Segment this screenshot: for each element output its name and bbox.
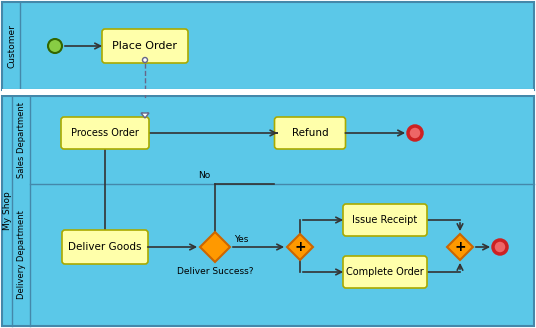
FancyBboxPatch shape: [61, 117, 149, 149]
FancyBboxPatch shape: [274, 117, 346, 149]
Circle shape: [408, 126, 422, 140]
Bar: [2, 2, 534, 90]
Polygon shape: [141, 113, 149, 118]
FancyBboxPatch shape: [343, 256, 427, 288]
Text: Yes: Yes: [234, 235, 248, 244]
Circle shape: [48, 39, 62, 53]
Text: Complete Order: Complete Order: [346, 267, 424, 277]
Polygon shape: [447, 234, 473, 260]
Bar: [2, 96, 534, 326]
Circle shape: [493, 240, 507, 254]
Text: My Shop: My Shop: [3, 192, 11, 230]
Bar: [2, 89, 534, 95]
Circle shape: [143, 57, 147, 63]
FancyBboxPatch shape: [102, 29, 188, 63]
Polygon shape: [200, 232, 230, 262]
FancyBboxPatch shape: [343, 204, 427, 236]
Text: +: +: [294, 240, 306, 254]
Text: Issue Receipt: Issue Receipt: [352, 215, 418, 225]
Text: +: +: [454, 240, 466, 254]
Text: Deliver Goods: Deliver Goods: [68, 242, 142, 252]
Polygon shape: [287, 234, 313, 260]
FancyBboxPatch shape: [62, 230, 148, 264]
Text: Delivery Department: Delivery Department: [18, 211, 26, 299]
Text: Process Order: Process Order: [71, 128, 139, 138]
Text: Refund: Refund: [292, 128, 329, 138]
Text: No: No: [198, 171, 210, 180]
Text: Place Order: Place Order: [113, 41, 177, 51]
Text: Customer: Customer: [8, 24, 17, 68]
Text: Sales Department: Sales Department: [18, 102, 26, 178]
Text: Deliver Success?: Deliver Success?: [177, 267, 253, 276]
